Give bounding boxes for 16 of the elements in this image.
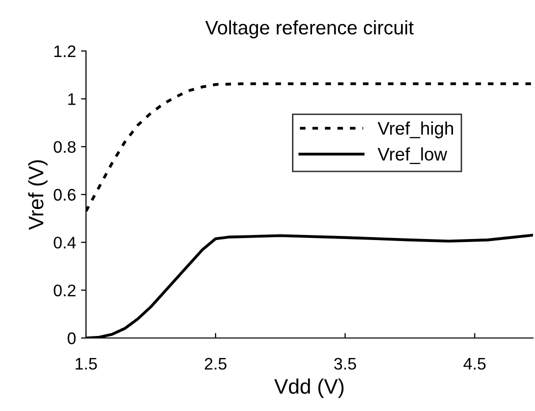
y-axis-title: Vref (V) — [28, 160, 48, 230]
x-tick-label: 2.5 — [204, 358, 226, 370]
y-tick-label: 1 — [68, 93, 76, 105]
y-tick-label: 0.8 — [54, 141, 76, 153]
legend-label: Vref_low — [378, 147, 448, 164]
y-tick-label: 0 — [68, 332, 76, 344]
x-tick-label: 3.5 — [334, 358, 356, 370]
x-tick-label: 1.5 — [76, 358, 97, 370]
legend-label: Vref_high — [378, 121, 454, 138]
x-axis-title: Vdd (V) — [274, 378, 344, 398]
y-tick-label: 0.2 — [54, 284, 76, 296]
chart-title: Voltage reference circuit — [205, 20, 414, 38]
y-tick-label: 0.4 — [54, 236, 76, 249]
y-tick-label: 1.2 — [54, 45, 76, 58]
x-tick-label: 4.5 — [463, 358, 486, 370]
y-tick-label: 0.6 — [54, 188, 76, 201]
